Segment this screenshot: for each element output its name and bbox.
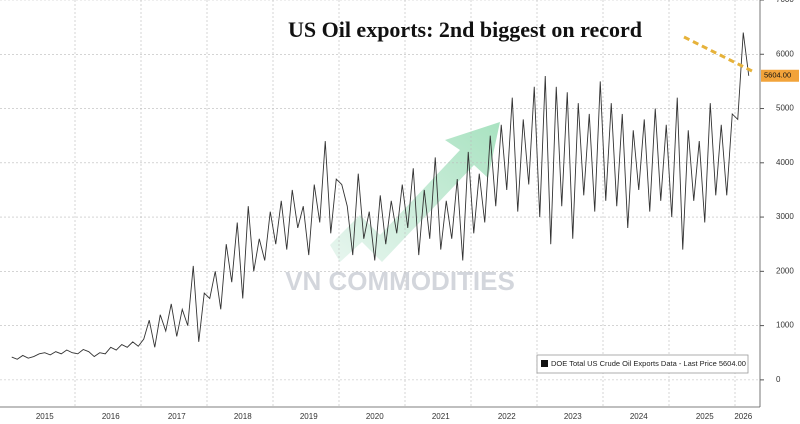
legend: DOE Total US Crude Oil Exports Data - La… <box>536 354 749 374</box>
watermark: VN COMMODITIES <box>285 266 515 296</box>
x-tick-label: 2023 <box>564 412 582 421</box>
x-tick-label: 2026 <box>734 412 752 421</box>
x-tick-label: 2020 <box>366 412 384 421</box>
legend-box <box>536 354 749 374</box>
annotation-arrow <box>683 35 753 73</box>
x-tick-label: 2016 <box>102 412 120 421</box>
x-tick-label: 2021 <box>432 412 450 421</box>
legend-label: DOE Total US Crude Oil Exports Data - La… <box>551 359 746 368</box>
legend-swatch <box>541 360 548 367</box>
y-tick-label: 5000 <box>776 104 794 113</box>
y-tick-label: 6000 <box>776 49 794 58</box>
y-tick-label: 0 <box>776 375 781 384</box>
x-tick-label: 2017 <box>168 412 186 421</box>
last-price-label: 5604.00 <box>764 71 791 80</box>
x-tick-label: 2022 <box>498 412 516 421</box>
chart-title: US Oil exports: 2nd biggest on record <box>288 17 642 42</box>
last-price-box <box>761 69 799 82</box>
y-tick-label: 7000 <box>776 0 794 4</box>
y-tick-label: 2000 <box>776 266 794 275</box>
x-tick-label: 2025 <box>696 412 714 421</box>
x-tick-label: 2019 <box>300 412 318 421</box>
watermark-arrow <box>330 122 500 262</box>
y-tick-label: 3000 <box>776 212 794 221</box>
x-tick-label: 2015 <box>36 412 54 421</box>
x-tick-label: 2018 <box>234 412 252 421</box>
series-line <box>11 32 750 360</box>
y-tick-label: 4000 <box>776 158 794 167</box>
y-tick-label: 1000 <box>776 321 794 330</box>
x-tick-label: 2024 <box>630 412 648 421</box>
